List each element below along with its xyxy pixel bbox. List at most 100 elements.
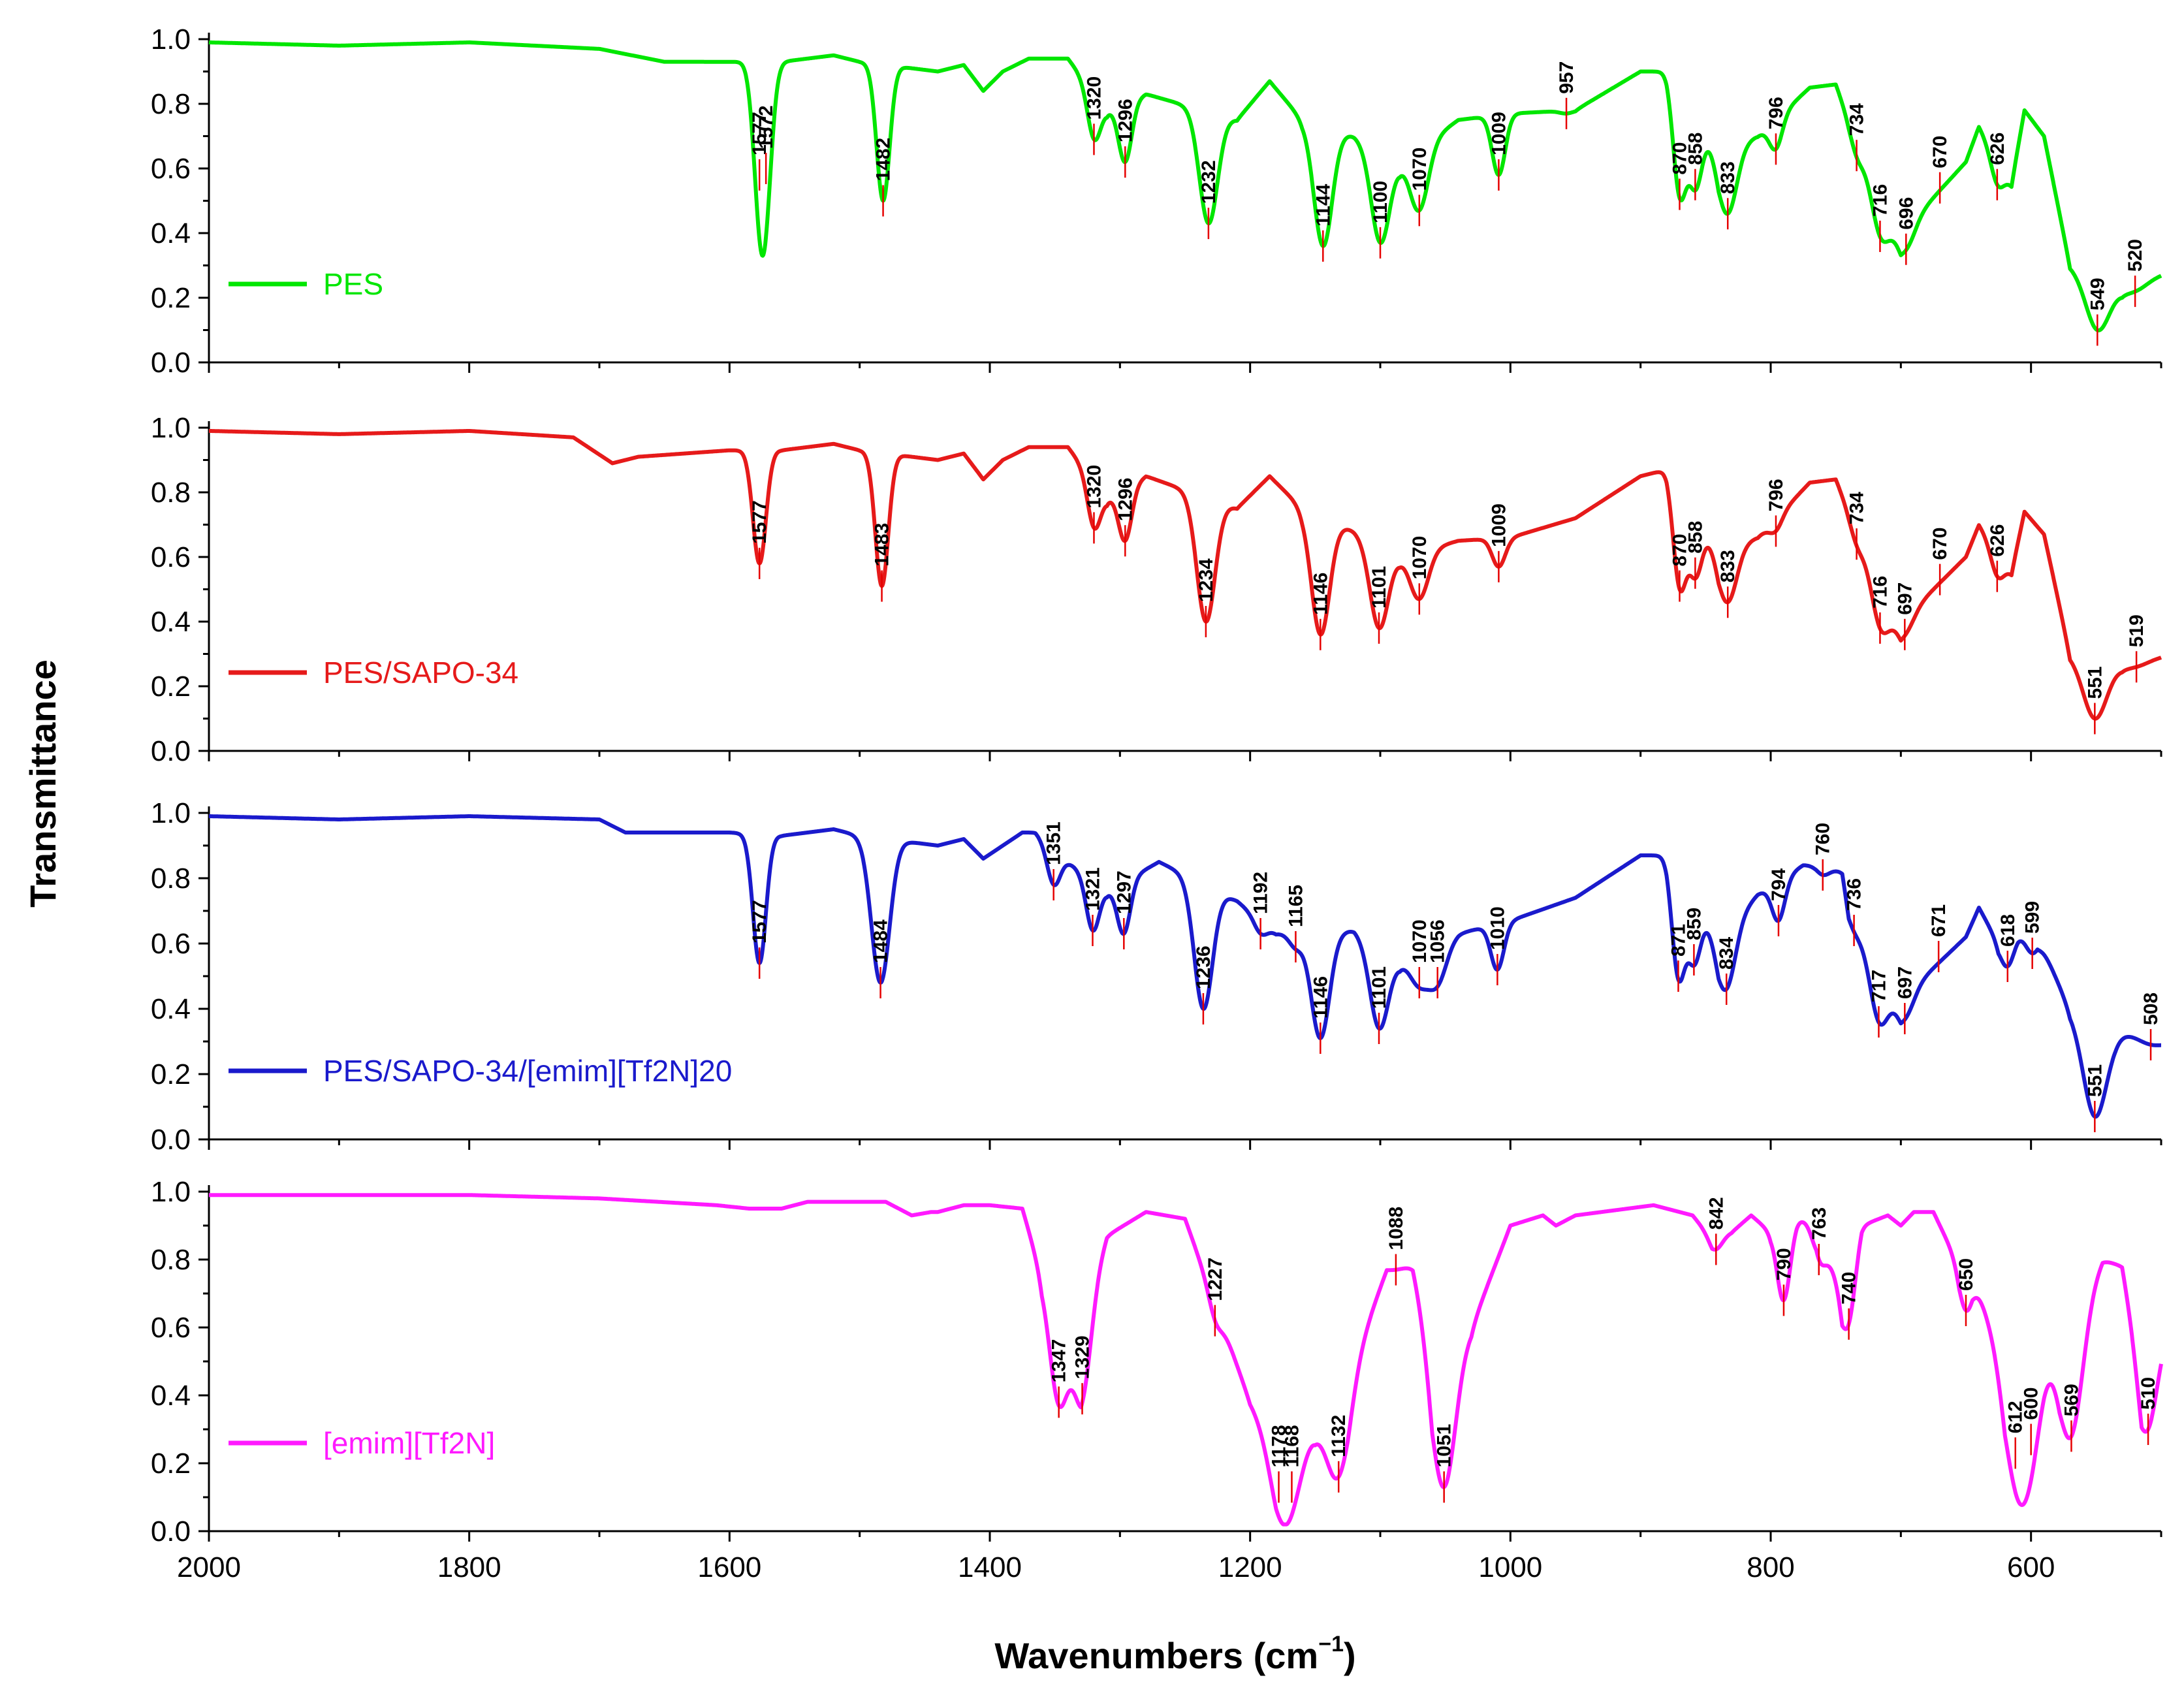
- peak-label: 1347: [1049, 1339, 1070, 1383]
- peak-label: 1146: [1310, 976, 1331, 1019]
- y-tick-label: 0.4: [151, 606, 191, 638]
- peak-label: 519: [2126, 614, 2147, 647]
- y-tick-label: 0.2: [151, 282, 191, 314]
- y-tick-label: 0.8: [151, 1244, 191, 1276]
- peak-label: 1297: [1113, 870, 1135, 914]
- peak-label: 734: [1846, 103, 1868, 136]
- peak-label: 697: [1894, 582, 1916, 615]
- series-line: [208, 40, 2162, 332]
- peak-label: 520: [2125, 239, 2146, 272]
- y-tick-label: 0.8: [151, 477, 191, 509]
- y-tick-label: 0.4: [151, 993, 191, 1025]
- series-line: [208, 1193, 2163, 1527]
- peak-label: 1101: [1369, 966, 1390, 1009]
- y-tick-label: 1.0: [151, 412, 191, 444]
- peak-label: 626: [1987, 524, 2008, 557]
- peak-label: 740: [1839, 1272, 1860, 1305]
- peak-label: 1165: [1285, 885, 1306, 927]
- x-tick-label: 2000: [177, 1551, 241, 1583]
- legend-label: PES/SAPO-34: [323, 656, 518, 690]
- series-line: [208, 814, 2162, 1119]
- peak-label: 1232: [1198, 160, 1220, 204]
- peak-label: 696: [1895, 197, 1917, 230]
- y-tick-label: 0.6: [151, 541, 191, 573]
- peak-label: 859: [1683, 908, 1705, 940]
- peak-label: 1178: [1269, 1425, 1290, 1467]
- legend-label: PES/SAPO-34/[emim][Tf2N]20: [323, 1054, 732, 1088]
- panel-4: 0.0 0.2 0.4 0.6 0.8 1.0 2000 1800 1600 1400 1200 10…: [151, 1176, 2163, 1583]
- peak-label: 833: [1717, 161, 1739, 194]
- peak-label: 734: [1846, 492, 1868, 524]
- y-tick-label: 0.0: [151, 735, 191, 767]
- peak-label: 796: [1765, 97, 1787, 129]
- y-tick-label: 0.4: [151, 217, 191, 249]
- peak-label: 618: [1997, 914, 2019, 947]
- peak-label: 834: [1716, 937, 1737, 970]
- peak-label: 650: [1955, 1258, 1977, 1291]
- peak-label: 612: [2005, 1401, 2027, 1433]
- peak-label: 796: [1765, 479, 1787, 511]
- peak-label: 1482: [873, 138, 894, 182]
- peak-label: 1070: [1409, 919, 1431, 963]
- peak-label: 1236: [1193, 945, 1214, 989]
- x-tick-label: 1600: [697, 1551, 761, 1583]
- peak-label: 1296: [1115, 99, 1136, 142]
- peak-label: 1234: [1195, 558, 1217, 602]
- peak-label: 600: [2021, 1388, 2042, 1420]
- peak-label: 1051: [1434, 1424, 1455, 1468]
- y-tick-label: 0.6: [151, 928, 191, 960]
- x-tick-label: 1200: [1218, 1551, 1282, 1583]
- peak-label: 1010: [1487, 906, 1508, 950]
- y-tick-label: 0.8: [151, 88, 191, 120]
- y-tick-label: 1.0: [151, 24, 191, 56]
- peak-label: 1101: [1369, 566, 1390, 609]
- series-line: [208, 429, 2162, 721]
- y-tick-label: 0.6: [151, 1312, 191, 1344]
- peak-label: 1484: [870, 919, 892, 963]
- peak-label: 670: [1929, 528, 1951, 560]
- peak-label: 1320: [1084, 76, 1105, 120]
- peak-label: 736: [1844, 878, 1865, 911]
- peak-label: 871: [1668, 924, 1690, 957]
- peak-label: 1227: [1205, 1258, 1226, 1301]
- panel-2: 0.0 0.2 0.4 0.6 0.8 1.0 1577 1483 1320 1296 1234 11…: [151, 412, 2162, 767]
- peak-label: 670: [1929, 136, 1951, 168]
- y-tick-label: 0.0: [151, 1515, 191, 1547]
- peak-label: 716: [1869, 184, 1891, 217]
- peak-label: 508: [2140, 992, 2162, 1025]
- peak-label: 790: [1773, 1248, 1795, 1280]
- x-tick-label: 1000: [1478, 1551, 1542, 1583]
- peak-label: 671: [1928, 904, 1950, 937]
- peak-label: 1146: [1310, 573, 1331, 615]
- peak-label: 1056: [1427, 919, 1449, 963]
- peak-label: 1577: [749, 112, 770, 155]
- x-axis-title: Wavenumbers (cm−1): [994, 1632, 1355, 1676]
- peak-label: 957: [1556, 61, 1577, 94]
- peak-label: 858: [1685, 521, 1706, 554]
- y-tick-label: 0.0: [151, 347, 191, 379]
- y-tick-label: 0.4: [151, 1380, 191, 1412]
- peak-label: 760: [1812, 823, 1834, 855]
- peak-label: 842: [1705, 1197, 1727, 1230]
- y-tick-label: 1.0: [151, 1176, 191, 1208]
- peak-label: 1329: [1072, 1335, 1094, 1379]
- peak-label: 870: [1670, 142, 1691, 175]
- x-tick-label: 600: [2007, 1551, 2055, 1583]
- peak-label: 1577: [749, 500, 770, 544]
- peak-label: 870: [1670, 533, 1691, 566]
- peak-label: 626: [1987, 133, 2008, 165]
- peak-label: 1070: [1409, 536, 1431, 580]
- peak-label: 833: [1717, 550, 1739, 582]
- peak-label: 1132: [1328, 1415, 1350, 1457]
- peak-label: 716: [1869, 576, 1891, 609]
- x-tick-label: 800: [1747, 1551, 1794, 1583]
- peak-label: 1192: [1250, 872, 1272, 914]
- peak-label: 1577: [749, 900, 770, 944]
- x-tick-label: 1400: [958, 1551, 1022, 1583]
- y-tick-label: 1.0: [151, 797, 191, 829]
- peak-label: 549: [2087, 278, 2108, 310]
- y-tick-label: 0.2: [151, 1448, 191, 1480]
- peak-label: 569: [2061, 1384, 2083, 1416]
- peak-label: 1168: [1282, 1425, 1303, 1467]
